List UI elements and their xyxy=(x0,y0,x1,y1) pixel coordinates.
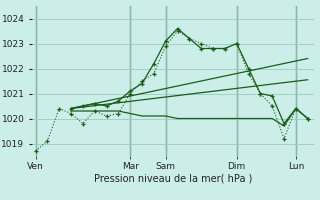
X-axis label: Pression niveau de la mer( hPa ): Pression niveau de la mer( hPa ) xyxy=(94,173,252,183)
